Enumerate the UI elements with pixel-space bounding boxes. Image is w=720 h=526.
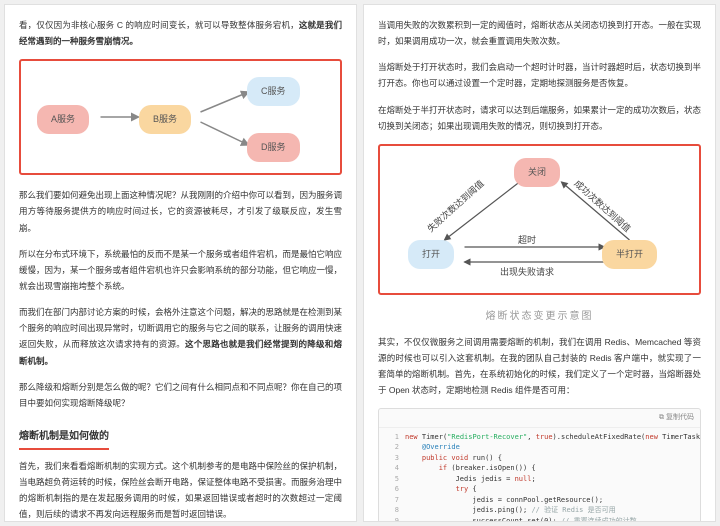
para-4: 而我们在部门内部讨论方案的时候，会格外注意这个问题，解决的思路就是在检测到某个服… [19, 304, 342, 369]
code-pre: 1new Timer("RedisPort-Recover", true).sc… [379, 428, 700, 522]
para-3: 所以在分布式环境下，系统最怕的反而不是某一个服务或者组件宕机，而是最怕它响应缓慢… [19, 246, 342, 294]
page-right: 当调用失败的次数累积到一定的阈值时，熔断状态从关闭态切换到打开态。一般在实现时，… [363, 4, 716, 522]
diagram-service-chain: A服务 B服务 C服务 D服务 [19, 59, 342, 175]
edge-success-label: 成功次数达到阈值 [570, 176, 635, 237]
section-heading: 熔断机制是如何做的 [19, 427, 109, 450]
text: 看，仅仅因为非核心服务 C 的响应时间变长，就可以导致整体服务宕机， [19, 20, 299, 30]
diagram-state-machine: 关闭 打开 半打开 失败次数达到阈值 成功次数达到阈值 超时 出现失败请求 [378, 144, 701, 295]
para-intro: 看，仅仅因为非核心服务 C 的响应时间变长，就可以导致整体服务宕机，这就是我们经… [19, 17, 342, 49]
edge-timeout-label: 超时 [518, 232, 536, 249]
page-left: 看，仅仅因为非核心服务 C 的响应时间变长，就可以导致整体服务宕机，这就是我们经… [4, 4, 357, 522]
node-close: 关闭 [514, 158, 560, 187]
para-r3: 在熔断处于半打开状态时，请求可以达到后端服务，如果累计一定的成功次数后，状态切换… [378, 102, 701, 134]
para-r4: 其实，不仅仅微服务之间调用需要熔断的机制，我们在调用 Redis、Memcach… [378, 334, 701, 399]
diagram2-canvas: 关闭 打开 半打开 失败次数达到阈值 成功次数达到阈值 超时 出现失败请求 [386, 152, 693, 287]
diagram2-caption: 熔断状态变更示意图 [378, 307, 701, 326]
copy-icon: ⧉ [659, 414, 664, 421]
edge-fail-label: 失败次数达到阈值 [424, 176, 489, 237]
copy-code-button[interactable]: ⧉ 复制代码 [379, 409, 700, 427]
code-block: ⧉ 复制代码 1new Timer("RedisPort-Recover", t… [378, 408, 701, 522]
node-d: D服务 [247, 133, 300, 162]
para-5: 那么降级和熔断分别是怎么做的呢？它们之间有什么相同点和不同点呢？你在自己的项目中… [19, 379, 342, 411]
para-2: 那么我们要如何避免出现上面这种情况呢？从我刚刚的介绍中你可以看到，因为服务调用方… [19, 187, 342, 235]
node-halfopen: 半打开 [602, 240, 657, 269]
para-6: 首先，我们来看看熔断机制的实现方式。这个机制参考的是电路中保险丝的保护机制，当电… [19, 458, 342, 522]
node-b: B服务 [139, 105, 191, 134]
para-r1: 当调用失败的次数累积到一定的阈值时，熔断状态从关闭态切换到打开态。一般在实现时，… [378, 17, 701, 49]
diagram1-canvas: A服务 B服务 C服务 D服务 [27, 67, 334, 167]
copy-label: 复制代码 [666, 414, 694, 421]
edge-failreq-label: 出现失败请求 [500, 264, 554, 281]
node-a: A服务 [37, 105, 89, 134]
node-open: 打开 [408, 240, 454, 269]
node-c: C服务 [247, 77, 300, 106]
para-r2: 当熔断处于打开状态时，我们会启动一个超时计时器，当计时器超时后，状态切换到半打开… [378, 59, 701, 91]
section-heading-wrap: 熔断机制是如何做的 [19, 421, 342, 458]
